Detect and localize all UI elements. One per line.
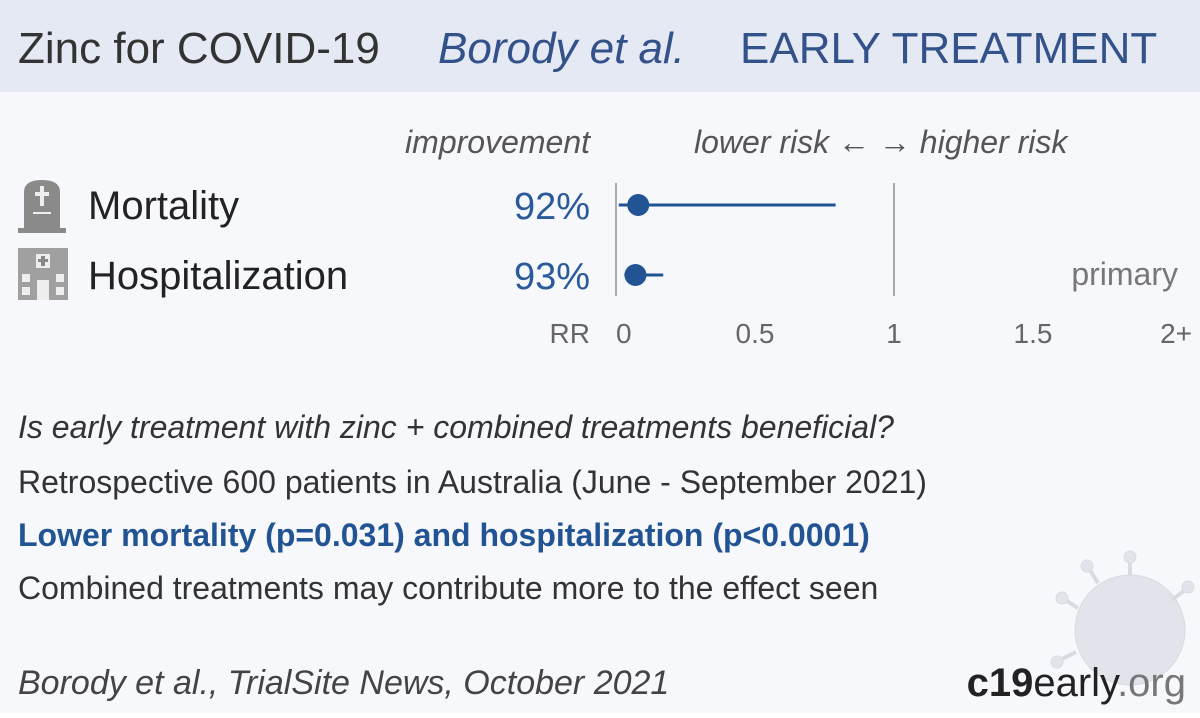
hospital-icon [18,248,68,300]
direction-header: lower risk ← → higher risk [694,124,1069,160]
virus-decoration [1050,550,1195,686]
x-tick-label: 0.5 [736,318,775,349]
row-note: primary [1071,256,1178,292]
tombstone-icon [18,180,66,233]
x-tick-label: 1 [886,318,902,349]
note: Combined treatments may contribute more … [18,570,878,606]
row-label: Mortality [88,184,239,228]
point-estimate [627,194,650,216]
study-name: Borody et al. [438,24,685,73]
design: Retrospective 600 patients in Australia … [18,464,927,500]
improvement-label: 93% [514,256,590,298]
brand: c19early.org [967,661,1186,705]
x-axis-label: RR [550,318,590,349]
x-tick-label: 1.5 [1014,318,1053,349]
brand-part: early [1033,661,1120,705]
x-tick-label: 2+ [1160,318,1192,349]
improvement-label: 92% [514,186,590,228]
question: Is early treatment with zinc + combined … [18,409,894,445]
column-header: improvement [405,124,591,160]
row-label: Hospitalization [88,254,348,298]
header-band [0,0,1200,92]
stage: EARLY TREATMENT [740,24,1157,73]
brand-part: c19 [967,661,1034,705]
citation: Borody et al., TrialSite News, October 2… [18,664,669,702]
x-tick-label: 0 [616,318,632,349]
point-estimate [624,264,647,286]
finding: Lower mortality (p=0.031) and hospitaliz… [18,517,870,553]
brand-part: .org [1117,661,1186,705]
chart-title: Zinc for COVID-19 [18,24,380,73]
